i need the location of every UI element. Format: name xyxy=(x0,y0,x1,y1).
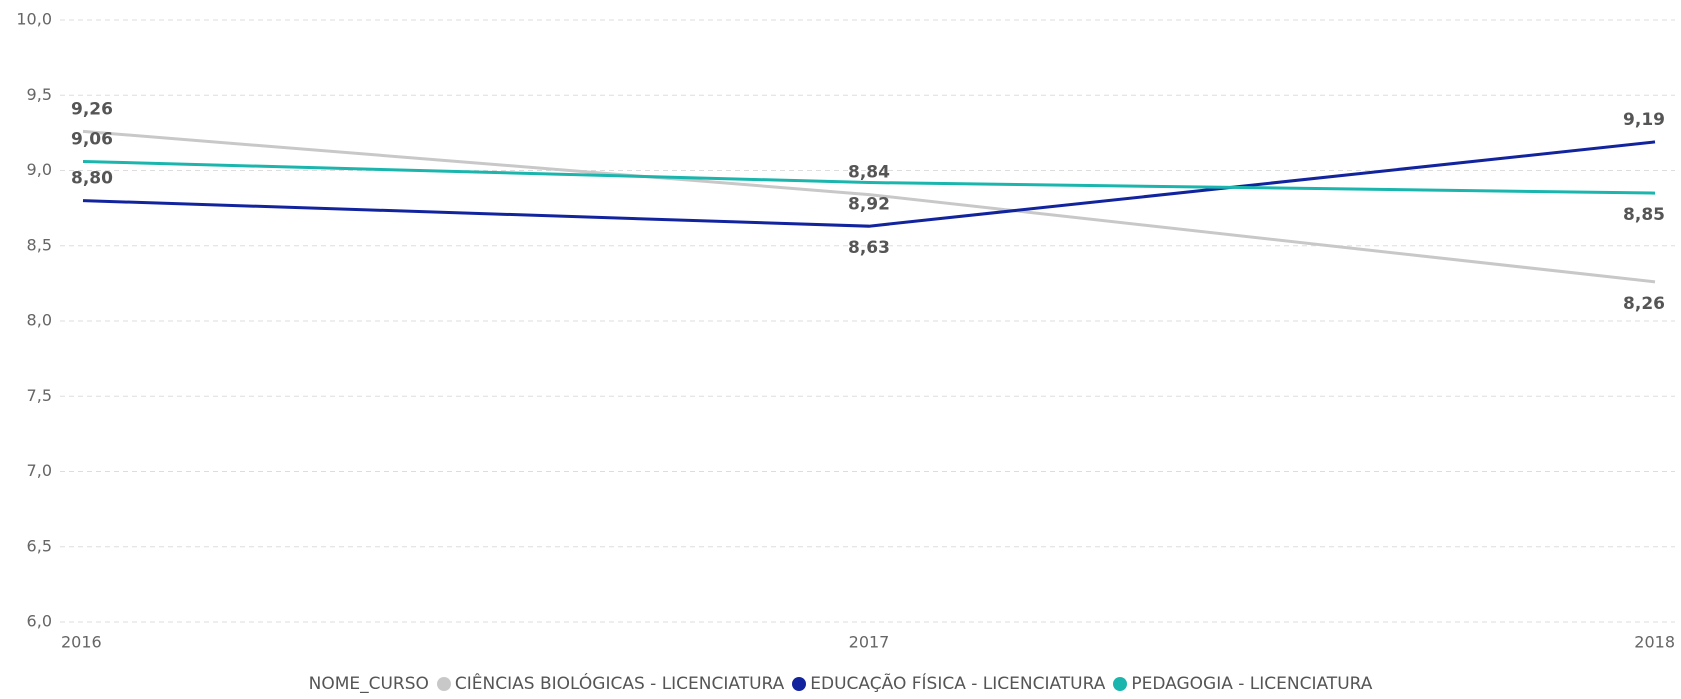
legend-label: CIÊNCIAS BIOLÓGICAS - LICENCIATURA xyxy=(454,674,785,694)
data-label: 9,26 xyxy=(71,99,113,119)
data-label: 8,92 xyxy=(848,195,890,215)
legend-marker xyxy=(792,677,807,691)
legend-marker xyxy=(1113,677,1128,691)
data-label: 8,80 xyxy=(71,169,113,189)
data-label: 8,63 xyxy=(848,238,890,258)
series-line xyxy=(82,140,1656,228)
legend-item[interactable]: CIÊNCIAS BIOLÓGICAS - LICENCIATURA xyxy=(436,674,785,694)
y-tick-label: 6,0 xyxy=(27,612,52,631)
x-tick-label: 2017 xyxy=(849,633,890,652)
y-tick-label: 7,5 xyxy=(27,386,52,405)
data-label: 9,06 xyxy=(71,129,113,149)
data-label: 8,85 xyxy=(1623,205,1665,225)
legend-title: NOME_CURSO xyxy=(308,674,429,694)
legend: NOME_CURSO CIÊNCIAS BIOLÓGICAS - LICENCI… xyxy=(0,674,1681,694)
y-tick-label: 9,5 xyxy=(27,85,52,104)
series-line xyxy=(82,129,1656,284)
data-label: 8,26 xyxy=(1623,294,1665,314)
legend-item[interactable]: PEDAGOGIA - LICENCIATURA xyxy=(1113,674,1372,694)
chart: 6,0 6,5 7,0 7,5 8,0 8,5 9,0 9,5 10,0 2016 2017 2018… xyxy=(16,10,1675,652)
x-tick-label: 2018 xyxy=(1634,633,1675,652)
y-tick-label: 6,5 xyxy=(27,536,52,555)
legend-item[interactable]: EDUCAÇÃO FÍSICA - LICENCIATURA xyxy=(792,674,1105,694)
data-label: 8,84 xyxy=(848,163,890,183)
y-tick-label: 10,0 xyxy=(16,10,52,29)
series-line xyxy=(82,159,1656,195)
y-tick-label: 9,0 xyxy=(27,160,52,179)
x-tick-label: 2016 xyxy=(61,633,102,652)
y-tick-label: 8,0 xyxy=(27,311,52,330)
data-label: 9,19 xyxy=(1623,110,1665,130)
y-tick-label: 7,0 xyxy=(27,461,52,480)
y-tick-label: 8,5 xyxy=(27,235,52,254)
legend-marker xyxy=(436,677,451,691)
legend-label: EDUCAÇÃO FÍSICA - LICENCIATURA xyxy=(810,674,1106,694)
legend-label: PEDAGOGIA - LICENCIATURA xyxy=(1131,674,1373,694)
